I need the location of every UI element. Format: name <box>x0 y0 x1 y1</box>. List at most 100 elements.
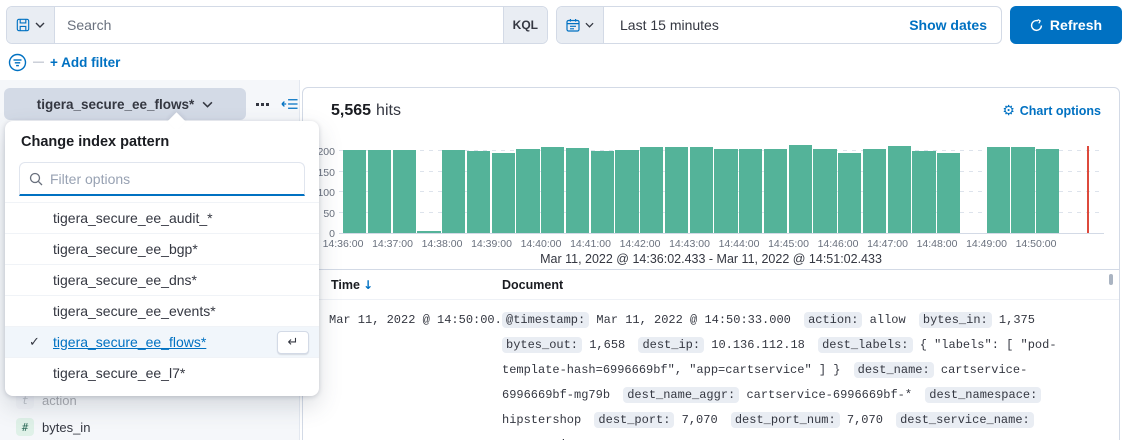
index-pattern-option[interactable]: tigera_secure_ee_events* <box>5 295 319 326</box>
index-pattern-option[interactable]: tigera_secure_ee_l7* <box>5 357 319 388</box>
doc-field-badge: bytes_in: <box>918 312 992 328</box>
histogram-bar[interactable] <box>541 147 565 233</box>
histogram-bar[interactable] <box>862 149 886 233</box>
index-pattern-option-label: tigera_secure_ee_audit_* <box>53 210 213 226</box>
doc-field-badge: dest_name_aggr: <box>623 387 740 403</box>
doc-field-badge: action: <box>804 312 863 328</box>
doc-field-badge: dest_ip: <box>638 337 705 353</box>
filter-separator: — <box>33 56 44 68</box>
histogram-bar[interactable] <box>491 152 515 233</box>
saved-query-menu-button[interactable] <box>7 7 55 43</box>
search-input[interactable] <box>55 7 503 43</box>
refresh-label: Refresh <box>1049 17 1103 33</box>
collapse-sidebar-icon[interactable] <box>281 98 298 110</box>
x-tick-label: 14:49:00 <box>966 238 1007 250</box>
x-tick-label: 14:50:00 <box>1015 238 1057 250</box>
index-pattern-option-label: tigera_secure_ee_flows* <box>53 334 207 350</box>
index-pattern-switcher-button[interactable]: tigera_secure_ee_flows* <box>4 88 246 120</box>
index-pattern-option[interactable]: tigera_secure_ee_bgp* <box>5 233 319 264</box>
x-tick-label: 14:42:00 <box>619 238 661 250</box>
doc-field-badge: dest_port_num: <box>730 412 840 428</box>
doc-field-badge: bytes_out: <box>502 337 583 353</box>
histogram-bar[interactable] <box>788 145 812 233</box>
histogram-bar[interactable] <box>664 147 688 233</box>
scrollbar-thumb[interactable] <box>1109 274 1113 285</box>
index-pattern-option[interactable]: tigera_secure_ee_audit_* <box>5 202 319 233</box>
calendar-icon <box>566 19 580 32</box>
date-picker: Last 15 minutes Show dates <box>556 6 1002 44</box>
histogram-bar[interactable] <box>714 149 738 233</box>
y-tick-label: 200 <box>317 146 335 159</box>
histogram-bar[interactable] <box>937 152 961 233</box>
index-pattern-option[interactable]: tigera_secure_ee_dns* <box>5 264 319 295</box>
add-filter-button[interactable]: + Add filter <box>50 54 121 70</box>
histogram-bar[interactable] <box>466 151 490 233</box>
filter-icon[interactable] <box>8 53 27 72</box>
popover-title: Change index pattern <box>21 134 170 150</box>
doc-field-value: hipstershop <box>502 413 589 427</box>
chevron-down-icon <box>585 22 594 28</box>
x-tick-label: 14:37:00 <box>372 238 413 250</box>
histogram-bar[interactable] <box>986 147 1010 233</box>
histogram-bar[interactable] <box>689 147 713 233</box>
filter-options-input[interactable] <box>50 170 295 187</box>
doc-time-cell: Mar 11, 2022 @ 14:50:00.000 <box>329 313 524 327</box>
date-quick-menu-button[interactable] <box>557 7 604 43</box>
histogram-plot[interactable] <box>339 145 1104 234</box>
histogram-bar[interactable] <box>565 147 589 233</box>
x-tick-label: 14:46:00 <box>817 238 859 250</box>
chart-options-button[interactable]: ⚙ Chart options <box>1002 103 1101 119</box>
histogram-bar[interactable] <box>763 149 787 233</box>
histogram-bar[interactable] <box>838 152 862 233</box>
doc-table-row[interactable]: Mar 11, 2022 @ 14:50:00.000 @timestamp: M… <box>303 300 1119 440</box>
doc-field-badge: dest_labels: <box>818 337 913 353</box>
x-tick-label: 14:41:00 <box>570 238 611 250</box>
histogram-bar[interactable] <box>442 149 466 233</box>
x-tick-label: 14:36:00 <box>322 238 364 250</box>
index-pattern-option[interactable]: ✓ tigera_secure_ee_flows* ↵ <box>5 326 319 357</box>
doc-field-badge: dest_namespace: <box>925 387 1042 403</box>
histogram-bar[interactable] <box>367 149 391 233</box>
histogram-bar[interactable] <box>516 149 540 233</box>
refresh-button[interactable]: Refresh <box>1010 6 1122 44</box>
results-panel: 5,565 hits ⚙ Chart options 0 50 100 150 200 … <box>302 87 1120 440</box>
x-tick-label: 14:44:00 <box>718 238 760 250</box>
doc-field-value: 7,070 <box>674 413 725 427</box>
histogram-bar[interactable] <box>1036 149 1060 233</box>
chevron-down-icon <box>35 22 45 28</box>
doc-field-badge: dest_service_name: <box>896 412 1034 428</box>
histogram-bar[interactable] <box>739 148 763 233</box>
histogram-bar[interactable] <box>343 149 367 233</box>
document-column-header: Document <box>502 277 564 292</box>
doc-field-value: 1,375 <box>991 313 1035 327</box>
time-column-header[interactable]: Time <box>331 277 360 292</box>
histogram-bar[interactable] <box>615 149 639 233</box>
histogram-bar[interactable] <box>1011 147 1035 233</box>
doc-table-body: Mar 11, 2022 @ 14:50:00.000 @timestamp: M… <box>303 300 1119 440</box>
time-range-value[interactable]: Last 15 minutes <box>620 17 719 33</box>
y-tick-label: 0 <box>329 228 335 240</box>
index-pattern-row: tigera_secure_ee_flows* <box>4 88 298 120</box>
histogram-bar[interactable] <box>417 230 441 233</box>
boxes-horizontal-icon[interactable] <box>256 102 269 106</box>
histogram-bar[interactable] <box>813 148 837 233</box>
histogram-bar[interactable] <box>590 151 614 233</box>
kql-badge[interactable]: KQL <box>502 7 547 43</box>
show-dates-button[interactable]: Show dates <box>909 17 987 33</box>
field-list: t action # bytes_in <box>16 390 286 440</box>
y-tick-label: 50 <box>323 207 335 220</box>
save-icon <box>16 18 30 32</box>
enter-key-icon[interactable]: ↵ <box>277 330 309 354</box>
x-tick-label: 14:48:00 <box>916 238 958 250</box>
histogram-bar[interactable] <box>640 147 664 233</box>
y-tick-label: 100 <box>317 187 335 200</box>
sort-desc-icon[interactable]: ↓ <box>362 277 374 292</box>
doc-field-value: cartservice-6996669bf-mg79b <box>502 363 1028 402</box>
histogram-bar[interactable] <box>887 145 911 233</box>
histogram-bar[interactable] <box>392 149 416 233</box>
doc-field-value: 10.136.112.18 <box>704 338 813 352</box>
x-tick-label: 14:45:00 <box>768 238 809 250</box>
field-item-bytes_in[interactable]: # bytes_in <box>16 417 286 437</box>
histogram-bar[interactable] <box>912 151 936 233</box>
check-icon: ✓ <box>29 334 40 349</box>
